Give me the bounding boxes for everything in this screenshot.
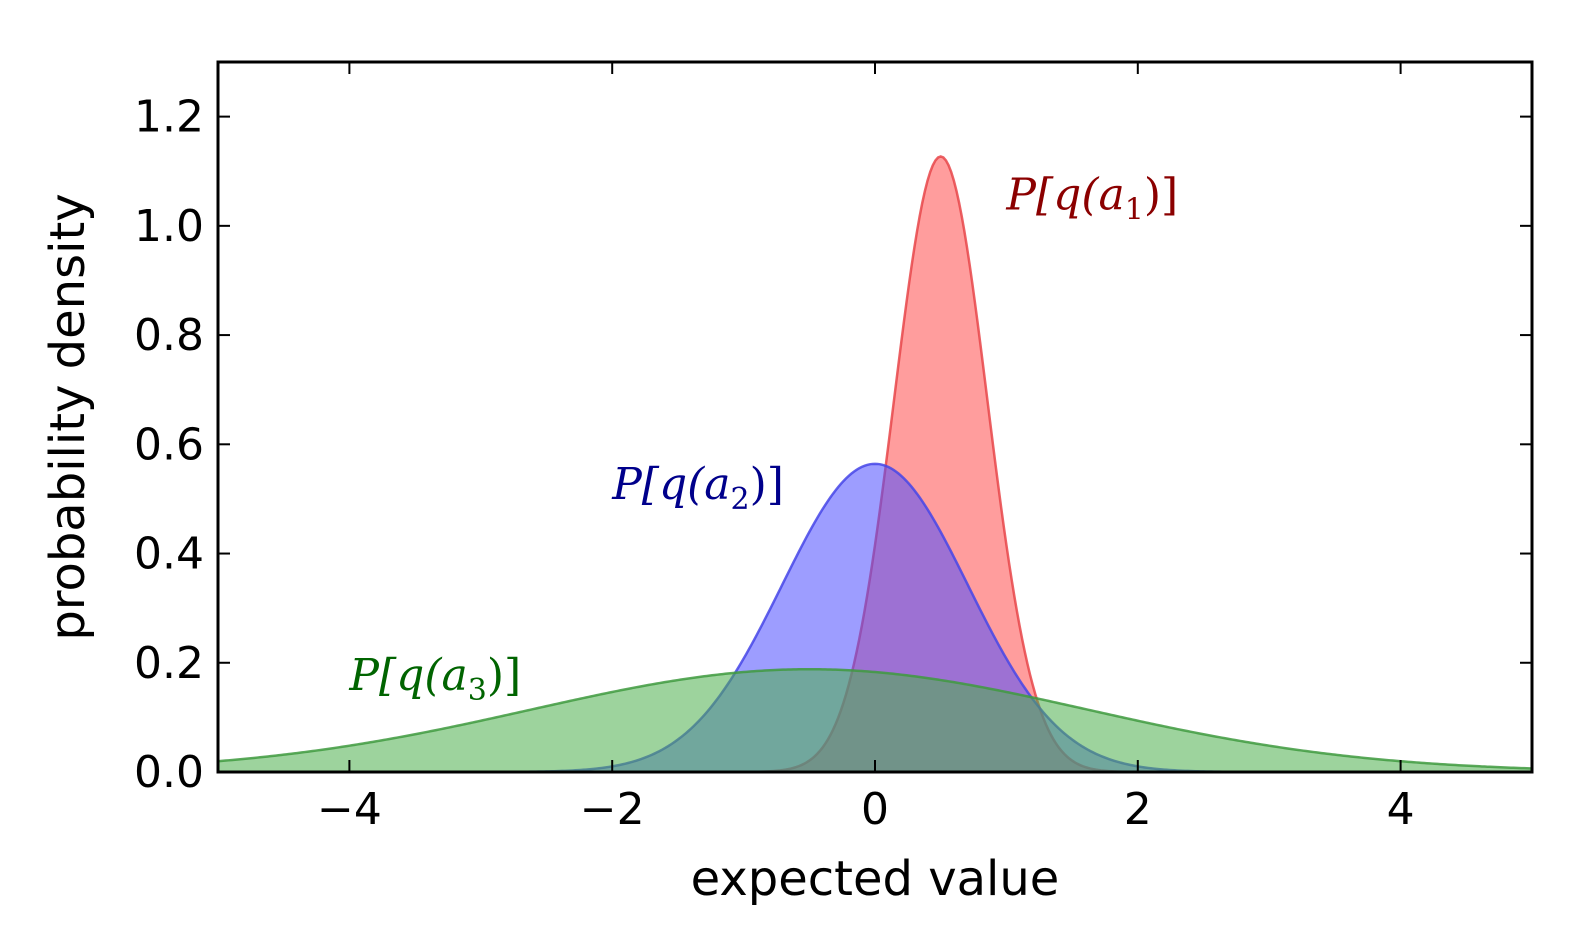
y-tick-label: 0.0	[134, 747, 204, 798]
y-tick-label: 1.0	[134, 201, 204, 252]
area-line-series-3	[217, 667, 1533, 770]
series-labels: P[q(a1)] P[q(a2)] P[q(a3)]	[348, 169, 1178, 708]
y-tick-label: 0.8	[134, 310, 204, 361]
y-axis-label: probability density	[40, 193, 96, 640]
series-label-1: P[q(a1)]	[1005, 169, 1178, 227]
x-axis-ticks: −4 −2 0 2 4	[317, 62, 1415, 835]
series-label-3: P[q(a3)]	[348, 650, 521, 708]
y-tick-label: 0.6	[134, 419, 204, 470]
y-tick-label: 0.4	[134, 529, 204, 580]
series-label-2: P[q(a2)]	[611, 459, 784, 517]
y-tick-label: 0.2	[134, 638, 204, 689]
area-fill-series-2	[218, 463, 1532, 772]
x-tick-label: −2	[580, 784, 645, 835]
area-fill-series-3	[218, 669, 1532, 772]
x-tick-label: 4	[1387, 784, 1415, 835]
y-axis-ticks: 0.0 0.2 0.4 0.6 0.8 1.0 1.2	[134, 92, 1532, 798]
x-tick-label: 2	[1124, 784, 1152, 835]
x-tick-label: 0	[861, 784, 889, 835]
x-tick-label: −4	[317, 784, 382, 835]
y-tick-label: 1.2	[134, 92, 204, 143]
x-axis-label: expected value	[691, 851, 1060, 907]
